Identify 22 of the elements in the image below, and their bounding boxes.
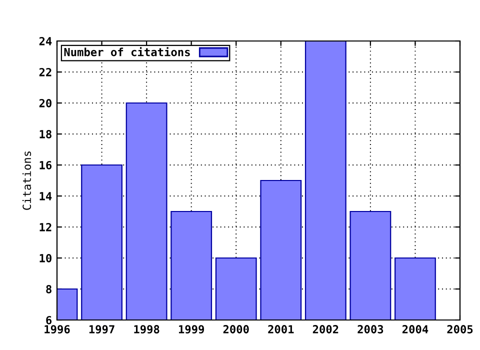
y-tick-label: 10 [40,254,52,262]
x-tick-label: 1997 [89,325,114,334]
y-tick-label: 22 [39,68,52,76]
y-tick-label: 12 [40,222,52,232]
x-tick-label: 2004 [402,325,428,334]
y-tick-label: 16 [40,160,52,170]
y-tick-label: 14 [40,192,52,200]
y-tick-label: 18 [40,130,52,138]
y-axis-title: Citations [22,151,32,210]
x-tick-label: 2002 [312,325,338,334]
y-tick-label: 8 [46,284,52,294]
x-tick-label: 2003 [358,325,384,334]
x-tick-label: 2005 [447,325,473,334]
y-tick-label: 24 [39,36,52,46]
legend-label: Number of citations [64,47,190,56]
x-tick-label: 2001 [268,325,294,334]
y-tick-label: 6 [46,316,52,324]
x-tick-label: 1999 [178,325,204,334]
y-tick-label: 20 [39,98,52,108]
x-tick-label: 1996 [44,325,70,334]
x-tick-label: 1998 [134,325,160,334]
x-tick-label: 2000 [223,325,249,334]
